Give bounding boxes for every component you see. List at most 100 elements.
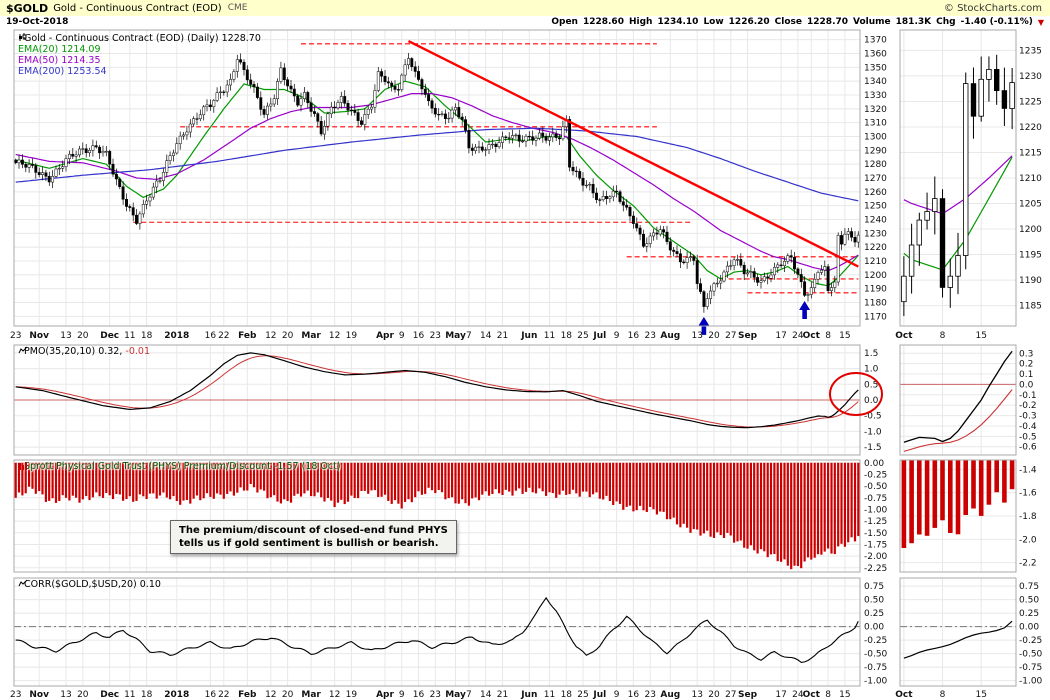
svg-text:Jun: Jun [520,331,537,341]
svg-text:1180: 1180 [864,298,887,308]
svg-text:23: 23 [10,331,21,341]
svg-text:7: 7 [466,331,472,341]
annotation-line1: The premium/discount of closed-end fund … [179,525,448,536]
svg-text:-0.3: -0.3 [1019,412,1037,422]
low-value: 1226.20 [728,17,770,27]
svg-text:-2.25: -2.25 [864,564,887,574]
svg-text:Feb: Feb [238,331,257,341]
phys-label: Sprott Physical Gold Trust (PHYS) Premiu… [24,461,271,472]
svg-text:1300: 1300 [864,133,887,143]
svg-text:-0.6: -0.6 [1019,443,1037,453]
low-label: Low [703,17,724,27]
svg-text:21: 21 [497,690,508,700]
quote-row: 19-Oct-2018 Open 1228.60 High 1234.10 Lo… [0,16,1050,29]
svg-text:12: 12 [329,690,340,700]
svg-text:1190: 1190 [864,285,887,295]
change-label: Chg [936,17,956,27]
svg-text:-1.4: -1.4 [1019,465,1037,475]
svg-text:Nov: Nov [29,331,49,341]
svg-text:Jul: Jul [592,331,606,341]
svg-text:23: 23 [10,690,21,700]
svg-text:0.75: 0.75 [864,582,884,592]
svg-text:16: 16 [205,690,217,700]
change-value: -1.40 (-0.11%) [960,17,1033,27]
svg-text:1230: 1230 [1019,72,1042,82]
svg-text:16: 16 [628,331,640,341]
svg-text:2018: 2018 [164,331,189,341]
svg-text:7: 7 [466,690,472,700]
svg-text:12: 12 [329,331,340,341]
svg-text:0.2: 0.2 [1019,360,1033,370]
svg-text:11: 11 [124,331,135,341]
svg-text:24: 24 [792,331,804,341]
svg-text:May: May [445,331,466,341]
annotation-text-box: The premium/discount of closed-end fund … [170,520,457,554]
svg-text:Mar: Mar [301,690,321,700]
svg-text:1235: 1235 [1019,46,1042,56]
svg-text:19: 19 [346,690,358,700]
svg-text:12: 12 [265,690,276,700]
svg-text:-2.2: -2.2 [1019,559,1037,569]
svg-text:15: 15 [975,331,986,341]
svg-text:1240: 1240 [864,215,887,225]
svg-text:-0.25: -0.25 [1019,636,1042,646]
svg-text:Nov: Nov [29,690,49,700]
svg-text:1220: 1220 [864,243,887,253]
svg-text:1195: 1195 [1019,251,1042,261]
svg-text:Apr: Apr [376,690,394,700]
svg-text:1360: 1360 [864,50,887,60]
svg-text:1340: 1340 [864,77,887,87]
svg-text:Jun: Jun [520,690,537,700]
svg-text:13: 13 [691,331,702,341]
svg-text:8: 8 [825,331,831,341]
svg-text:-1.5: -1.5 [864,443,882,453]
svg-text:13: 13 [60,690,71,700]
svg-text:1210: 1210 [1019,174,1042,184]
svg-text:20: 20 [77,331,89,341]
svg-text:1200: 1200 [864,271,887,281]
svg-text:Jul: Jul [592,690,606,700]
svg-text:18: 18 [141,690,153,700]
svg-text:0.5: 0.5 [864,380,878,390]
ema200-legend: EMA(200) 1253.54 [18,66,107,77]
svg-text:1200: 1200 [1019,225,1042,235]
svg-text:23: 23 [430,690,441,700]
svg-text:15: 15 [839,331,850,341]
stockcharts-copyright-link[interactable]: © StockCharts.com [943,2,1042,14]
svg-text:11: 11 [544,331,555,341]
svg-text:-0.2: -0.2 [1019,401,1037,411]
svg-text:23: 23 [644,690,655,700]
svg-text:-1.00: -1.00 [864,677,888,687]
svg-text:21: 21 [497,331,508,341]
svg-text:Sep: Sep [738,690,758,700]
svg-text:0.00: 0.00 [1019,623,1039,633]
pmo-signal-value: -0.01 [125,346,150,357]
svg-text:2018: 2018 [164,690,189,700]
svg-text:15: 15 [975,690,986,700]
svg-text:-1.00: -1.00 [1019,677,1043,687]
svg-text:20: 20 [708,331,720,341]
svg-text:14: 14 [480,331,492,341]
svg-text:-0.4: -0.4 [1019,422,1037,432]
svg-text:11: 11 [124,690,135,700]
svg-text:16: 16 [413,690,425,700]
svg-text:8: 8 [940,690,946,700]
svg-text:0.1: 0.1 [1019,370,1033,380]
svg-text:1330: 1330 [864,91,887,101]
svg-text:Mar: Mar [301,331,321,341]
svg-text:-0.25: -0.25 [864,470,887,480]
svg-text:1320: 1320 [864,105,887,115]
svg-text:-1.75: -1.75 [864,540,887,550]
svg-text:-0.5: -0.5 [1019,432,1037,442]
svg-text:1290: 1290 [864,146,887,156]
annotation-line2: tells us if gold sentiment is bullish or… [179,538,439,549]
svg-text:16: 16 [413,331,425,341]
svg-text:17: 17 [775,331,786,341]
svg-text:18: 18 [561,331,573,341]
volume-label: Volume [853,17,891,27]
svg-text:9: 9 [614,331,620,341]
svg-text:0.25: 0.25 [1019,609,1039,619]
svg-text:Aug: Aug [660,690,680,700]
svg-text:17: 17 [775,690,786,700]
